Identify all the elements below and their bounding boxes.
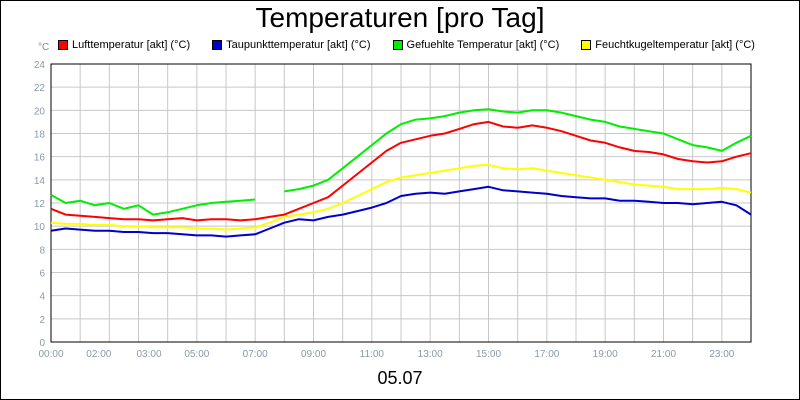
legend-item-lufttemperatur: Lufttemperatur [akt] (°C) [58, 39, 190, 51]
series-line-0 [50, 120, 752, 222]
y-tick-label: 12 [34, 199, 46, 210]
y-unit-label: °C [38, 42, 50, 53]
y-tick-label: 24 [34, 60, 46, 71]
legend-swatch-lufttemperatur [58, 40, 68, 50]
x-tick-label: 13:00 [418, 349, 443, 360]
x-tick-label: 09:00 [301, 349, 326, 360]
x-tick-label: 05:00 [184, 349, 209, 360]
y-tick-label: 14 [34, 176, 46, 187]
legend-label-lufttemperatur: Lufttemperatur [akt] (°C) [72, 39, 191, 51]
series-line-3 [50, 163, 752, 231]
x-tick-label: 17:00 [534, 349, 559, 360]
legend-item-gefuehlte-temperatur: Gefuehlte Temperatur [akt] (°C) [392, 39, 560, 51]
x-tick-label: 02:00 [86, 349, 111, 360]
y-tick-label: 16 [34, 153, 46, 164]
y-tick-label: 20 [34, 106, 46, 117]
legend-swatch-gefuehlte-temperatur [392, 40, 403, 50]
y-tick-label: 10 [34, 222, 46, 233]
x-tick-label: 03:00 [137, 349, 162, 360]
y-tick-label: 22 [34, 83, 46, 94]
y-tick-label: 2 [39, 315, 45, 326]
legend-item-feuchtkugeltemperatur: Feuchtkugeltemperatur [akt] (°C) [581, 39, 755, 51]
y-tick-label: 18 [34, 130, 46, 141]
legend-label-gefuehlte-temperatur: Gefuehlte Temperatur [akt] (°C) [406, 39, 560, 51]
y-tick-label: 4 [39, 292, 45, 303]
plot-border [50, 63, 752, 343]
series-line-2 [50, 108, 752, 216]
legend-swatch-feuchtkugeltemperatur [581, 40, 592, 50]
date-label: 05.07 [377, 368, 423, 388]
x-tick-label: 07:00 [243, 349, 268, 360]
series-line-1 [50, 185, 752, 238]
legend: Lufttemperatur [akt] (°C) Taupunkttemper… [58, 38, 777, 52]
chart-title: Temperaturen [pro Tag] [255, 2, 545, 33]
legend-label-taupunkttemperatur: Taupunkttemperatur [akt] (°C) [226, 39, 371, 51]
legend-swatch-taupunkttemperatur [212, 40, 223, 50]
y-tick-label: 8 [39, 245, 45, 256]
x-tick-label: 11:00 [360, 349, 385, 360]
legend-item-taupunkttemperatur: Taupunkttemperatur [akt] (°C) [212, 39, 371, 51]
x-tick-label: 00:00 [38, 349, 63, 360]
x-tick-label: 19:00 [593, 349, 618, 360]
y-tick-label: 6 [39, 269, 45, 280]
x-tick-label: 15:00 [476, 349, 501, 360]
y-tick-label: 0 [39, 338, 45, 349]
x-tick-label: 23:00 [709, 349, 734, 360]
legend-label-feuchtkugeltemperatur: Feuchtkugeltemperatur [akt] (°C) [595, 39, 755, 51]
x-tick-label: 21:00 [651, 349, 676, 360]
